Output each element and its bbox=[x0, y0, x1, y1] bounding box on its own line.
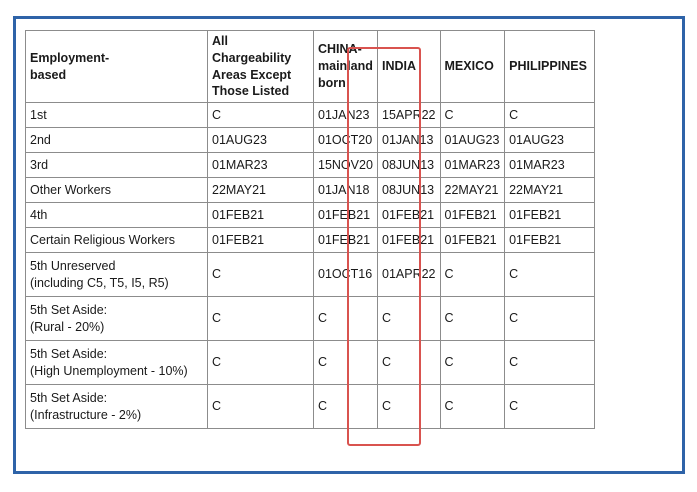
table-cell: 01OCT16 bbox=[313, 252, 378, 297]
table-cell: C bbox=[207, 102, 314, 128]
table-row: Other Workers 22MAY21 01JAN18 08JUN13 22MAY2… bbox=[25, 177, 596, 203]
table-cell: C bbox=[439, 296, 506, 341]
table-cell: C bbox=[504, 102, 596, 128]
table-cell: C bbox=[439, 384, 506, 429]
table-cell: 01FEB21 bbox=[313, 202, 378, 228]
table-cell: 01FEB21 bbox=[439, 202, 506, 228]
row-label: 5th Set Aside: (Rural - 20%) bbox=[25, 296, 208, 341]
table-cell: 01JAN13 bbox=[377, 127, 441, 153]
table-cell: C bbox=[504, 296, 596, 341]
row-label: Other Workers bbox=[25, 177, 208, 203]
table-cell: 01FEB21 bbox=[377, 202, 441, 228]
table-cell: 01OCT20 bbox=[313, 127, 378, 153]
table-cell: C bbox=[207, 296, 314, 341]
row-label: 5th Set Aside: (High Unemployment - 10%) bbox=[25, 340, 208, 385]
table-row: 5th Unreserved (including C5, T5, I5, R5… bbox=[25, 252, 596, 297]
table-cell: 15NOV20 bbox=[313, 152, 378, 178]
table-cell: 01JAN18 bbox=[313, 177, 378, 203]
table-cell: C bbox=[377, 296, 441, 341]
table-cell: 01MAR23 bbox=[439, 152, 506, 178]
table-row: 5th Set Aside: (High Unemployment - 10%)… bbox=[25, 340, 596, 385]
table-cell: C bbox=[504, 340, 596, 385]
table-cell: 01FEB21 bbox=[504, 202, 596, 228]
table-cell: 22MAY21 bbox=[207, 177, 314, 203]
table-cell: 01MAR23 bbox=[207, 152, 314, 178]
table-row: 1st C 01JAN23 15APR22 C C bbox=[25, 102, 596, 128]
table-cell: C bbox=[207, 252, 314, 297]
header-row: Employment- based All Chargeability Area… bbox=[25, 30, 596, 103]
table-cell: C bbox=[504, 384, 596, 429]
header-philippines: PHILIPPINES bbox=[504, 30, 596, 103]
table-cell: 01FEB21 bbox=[439, 227, 506, 253]
row-label: 5th Set Aside: (Infrastructure - 2%) bbox=[25, 384, 208, 429]
table-cell: C bbox=[313, 296, 378, 341]
visa-bulletin-table: Employment- based All Chargeability Area… bbox=[25, 30, 596, 429]
table-cell: C bbox=[439, 340, 506, 385]
header-all-chargeability: All Chargeability Areas Except Those Lis… bbox=[207, 30, 314, 103]
header-china: CHINA- mainland born bbox=[313, 30, 378, 103]
row-label: 2nd bbox=[25, 127, 208, 153]
table-cell: 01FEB21 bbox=[504, 227, 596, 253]
table-row: 4th 01FEB21 01FEB21 01FEB21 01FEB21 01FEB21 bbox=[25, 202, 596, 228]
table-cell: C bbox=[207, 384, 314, 429]
table-row: Certain Religious Workers 01FEB21 01FEB21 0… bbox=[25, 227, 596, 253]
table-cell: 15APR22 bbox=[377, 102, 441, 128]
table-cell: C bbox=[377, 384, 441, 429]
table-cell: 22MAY21 bbox=[439, 177, 506, 203]
header-mexico: MEXICO bbox=[439, 30, 506, 103]
table-row: 3rd 01MAR23 15NOV20 08JUN13 01MAR23 01MAR23 bbox=[25, 152, 596, 178]
table-cell: 01APR22 bbox=[377, 252, 441, 297]
table-cell: 01JAN23 bbox=[313, 102, 378, 128]
table-row: 2nd 01AUG23 01OCT20 01JAN13 01AUG23 01AUG23 bbox=[25, 127, 596, 153]
table-cell: C bbox=[313, 384, 378, 429]
table-row: 5th Set Aside: (Infrastructure - 2%) C C C C… bbox=[25, 384, 596, 429]
table-cell: 01MAR23 bbox=[504, 152, 596, 178]
table-cell: 01FEB21 bbox=[207, 227, 314, 253]
table-cell: 22MAY21 bbox=[504, 177, 596, 203]
header-employment-based: Employment- based bbox=[25, 30, 208, 103]
table-cell: 01FEB21 bbox=[207, 202, 314, 228]
row-label: 3rd bbox=[25, 152, 208, 178]
table-cell: C bbox=[439, 252, 506, 297]
table-cell: 01AUG23 bbox=[207, 127, 314, 153]
table-cell: C bbox=[439, 102, 506, 128]
table-cell: C bbox=[504, 252, 596, 297]
row-label: 4th bbox=[25, 202, 208, 228]
table-cell: 01AUG23 bbox=[439, 127, 506, 153]
table-cell: C bbox=[313, 340, 378, 385]
row-label: 1st bbox=[25, 102, 208, 128]
table-cell: 01AUG23 bbox=[504, 127, 596, 153]
row-label: Certain Religious Workers bbox=[25, 227, 208, 253]
row-label: 5th Unreserved (including C5, T5, I5, R5… bbox=[25, 252, 208, 297]
table-cell: 01FEB21 bbox=[313, 227, 378, 253]
table-cell: 01FEB21 bbox=[377, 227, 441, 253]
table-row: 5th Set Aside: (Rural - 20%) C C C C C bbox=[25, 296, 596, 341]
table-cell: 08JUN13 bbox=[377, 177, 441, 203]
header-india: INDIA bbox=[377, 30, 441, 103]
table-cell: C bbox=[207, 340, 314, 385]
table-cell: 08JUN13 bbox=[377, 152, 441, 178]
table-cell: C bbox=[377, 340, 441, 385]
